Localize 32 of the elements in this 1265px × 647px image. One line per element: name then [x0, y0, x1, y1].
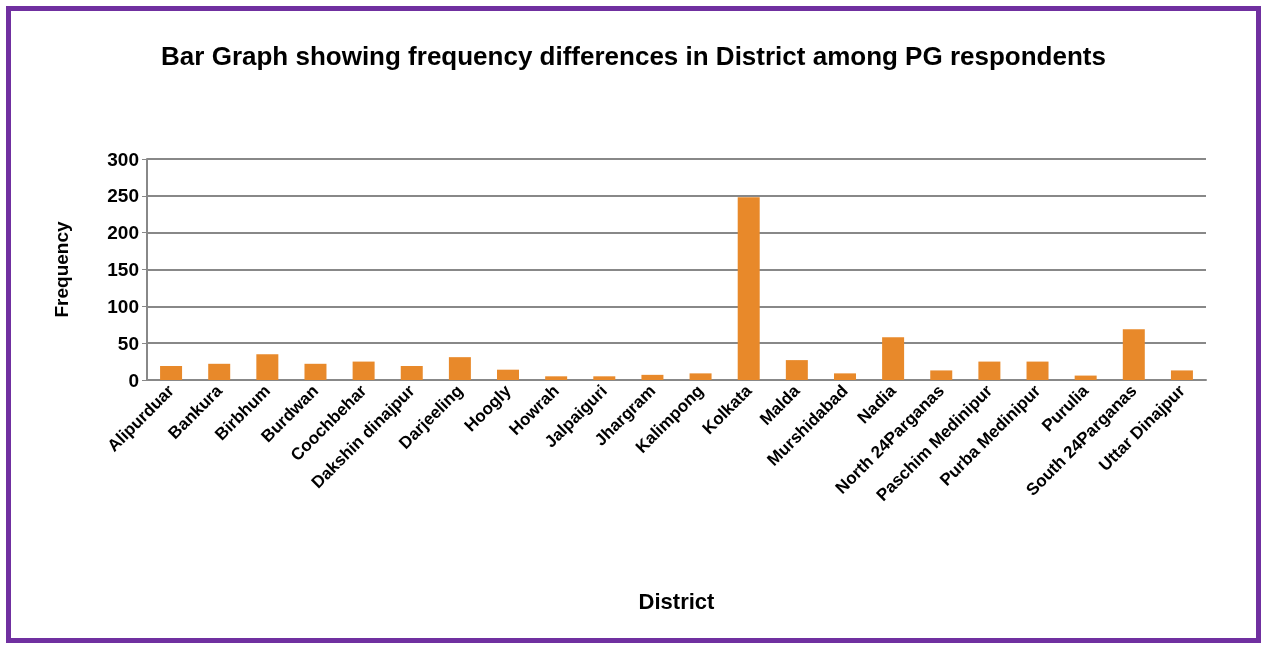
bar — [833, 373, 856, 380]
bar — [1074, 375, 1097, 380]
bar — [1026, 361, 1049, 380]
bar — [1122, 329, 1145, 380]
bar — [545, 376, 568, 380]
bar — [882, 337, 905, 380]
bar — [930, 370, 953, 380]
bar — [160, 366, 183, 380]
bar — [593, 376, 616, 380]
bar — [448, 357, 471, 380]
y-tick-label: 100 — [107, 295, 139, 317]
bar — [641, 374, 664, 380]
bar — [978, 361, 1001, 380]
y-axis-title: Frequency — [51, 221, 72, 318]
y-tick-label: 150 — [107, 259, 139, 280]
bar — [737, 197, 760, 380]
chart-title: Bar Graph showing frequency differences in District among PG respondents — [161, 41, 1106, 71]
bar — [256, 354, 279, 380]
y-tick-label: 200 — [107, 222, 139, 244]
bar — [689, 373, 712, 380]
x-axis-title: District — [638, 588, 716, 614]
bar — [304, 363, 327, 380]
bar — [1170, 370, 1193, 380]
bar — [497, 369, 520, 380]
bar — [208, 363, 231, 380]
y-tick-label: 300 — [107, 148, 139, 170]
y-tick-label: 0 — [128, 369, 139, 391]
y-tick-label: 50 — [117, 332, 139, 354]
y-tick-label: 250 — [107, 185, 139, 207]
bar — [785, 360, 808, 380]
bar — [352, 361, 375, 380]
bar — [400, 366, 423, 380]
